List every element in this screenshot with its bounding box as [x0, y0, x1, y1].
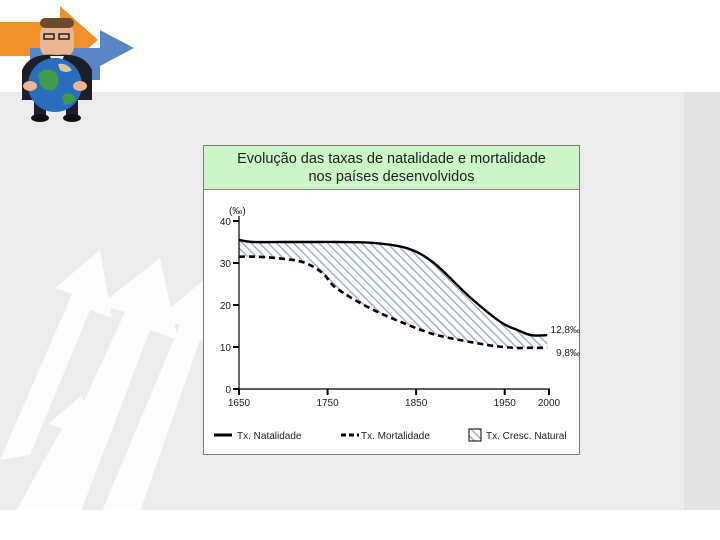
x-tick-label: 1950: [494, 398, 517, 409]
y-tick-label: 40: [220, 217, 232, 228]
mortality-end-label: 9,8‰: [556, 348, 580, 359]
legend-fill-label: Tx. Cresc. Natural: [486, 431, 567, 442]
y-tick-label: 20: [220, 301, 232, 312]
line-chart: 0 10 20 30 40(‰) 1650 1750 1850 1950 2000 12,8‰ 9,8…: [214, 206, 580, 442]
mortality-line: [238, 255, 548, 350]
natural-growth-area: [239, 239, 548, 349]
chart-title: Evolução das taxas de natalidade e morta…: [237, 151, 546, 167]
natality-end-label: 12,8‰: [551, 325, 580, 336]
y-tick-label: 10: [220, 343, 232, 354]
legend-mortality-label: Tx. Mortalidade: [361, 431, 430, 442]
y-tick-label: 0: [225, 385, 231, 396]
x-tick-label: 1750: [316, 398, 339, 409]
background-right-panel: [684, 92, 720, 510]
y-tick-label: 30: [220, 259, 232, 270]
chart-title-box: Evolução das taxas de natalidade e morta…: [204, 146, 579, 190]
x-tick-label: 2000: [538, 398, 561, 409]
x-tick-label: 1650: [228, 398, 251, 409]
y-axis-label: (‰): [229, 206, 246, 217]
legend-fill-swatch: [468, 428, 482, 442]
x-tick-label: 1850: [405, 398, 428, 409]
businessman-globe-icon: [22, 18, 92, 122]
chart-subtitle: nos países desenvolvidos: [308, 169, 475, 185]
natality-line: [238, 238, 548, 337]
background-arrows: [0, 250, 225, 540]
chart-figure: Evolução das taxas de natalidade e morta…: [203, 145, 580, 455]
legend-natality-label: Tx. Natalidade: [237, 431, 302, 442]
